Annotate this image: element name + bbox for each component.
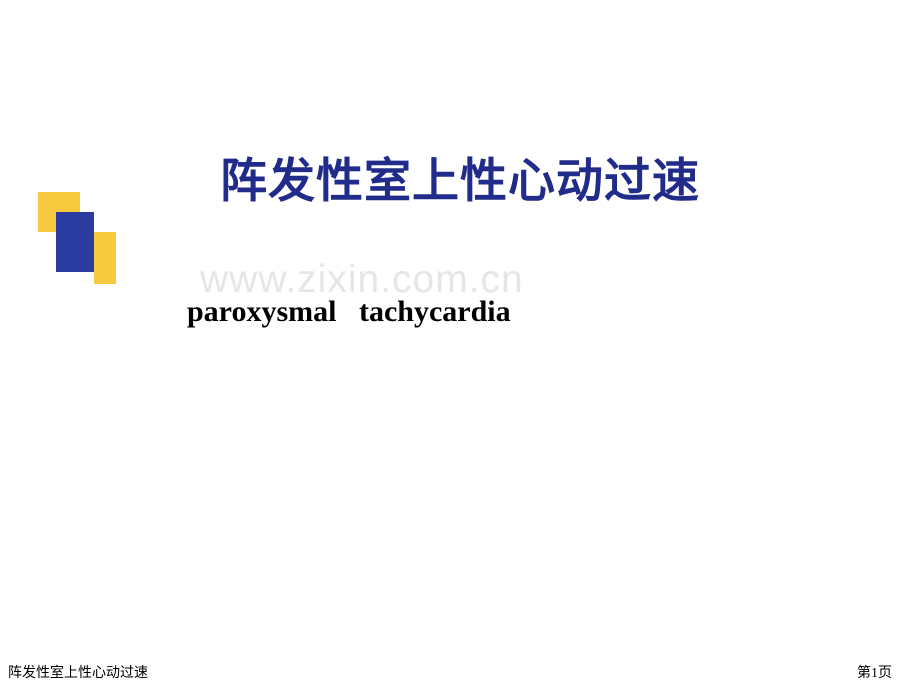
deco-square-yellow-right xyxy=(94,232,116,284)
slide: 阵发性室上性心动过速 www.zixin.com.cn paroxysmal t… xyxy=(0,0,920,690)
footer-page-number: 第1页 xyxy=(857,662,892,682)
slide-title: 阵发性室上性心动过速 xyxy=(220,142,700,211)
deco-square-blue xyxy=(56,212,94,272)
slide-subtitle: paroxysmal tachycardia xyxy=(187,295,511,329)
footer-left-text: 阵发性室上性心动过速 xyxy=(8,662,148,682)
